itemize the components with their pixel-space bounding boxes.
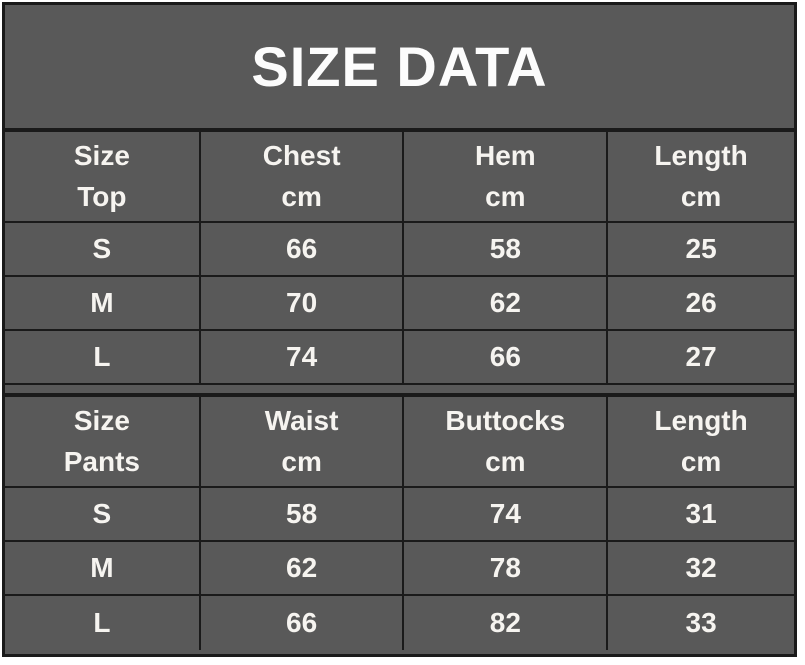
header-line: cm (281, 445, 322, 477)
value-cell: 62 (402, 277, 606, 329)
value-cell: 58 (198, 488, 403, 540)
value-cell: 32 (606, 542, 794, 594)
value-cell: 62 (198, 542, 403, 594)
pants-header-row: Size Pants Waist cm Buttocks cm Length c… (5, 397, 794, 488)
size-cell: L (93, 340, 111, 372)
value-cell: 58 (402, 223, 606, 275)
header-line: cm (485, 445, 526, 477)
table-row: S 66 58 25 (5, 223, 794, 277)
table-row: M 62 78 32 (5, 542, 794, 596)
header-line: Hem (474, 139, 536, 171)
table-row: L 66 82 33 (5, 596, 794, 650)
value-cell: 33 (606, 596, 794, 650)
value-cell: 66 (402, 331, 606, 383)
header-line: Size (73, 404, 130, 436)
header-line: Pants (63, 445, 140, 477)
table-row: L 74 66 27 (5, 331, 794, 385)
column-header-size-top: Size Top (5, 132, 199, 221)
value-cell: 78 (402, 542, 606, 594)
size-cell: S (92, 232, 112, 264)
size-cell: S (92, 497, 112, 529)
header-line: cm (680, 180, 722, 212)
value-cell: 25 (606, 223, 794, 275)
table-title: SIZE DATA (5, 5, 794, 132)
column-header-length-top: Length cm (606, 132, 794, 221)
size-data-table: SIZE DATA Size Top Chest cm Hem cm Lengt… (2, 2, 797, 657)
column-header-hem: Hem cm (402, 132, 606, 221)
header-line: Buttocks (445, 404, 566, 436)
column-header-chest: Chest cm (198, 132, 403, 221)
header-line: cm (281, 180, 322, 212)
value-cell: 74 (402, 488, 606, 540)
size-cell: L (93, 606, 111, 638)
table-row: M 70 62 26 (5, 277, 794, 331)
value-cell: 31 (606, 488, 794, 540)
value-cell: 26 (606, 277, 794, 329)
value-cell: 82 (402, 596, 606, 650)
value-cell: 70 (198, 277, 403, 329)
header-line: cm (680, 445, 722, 477)
column-header-length-pants: Length cm (606, 397, 794, 486)
header-line: Waist (264, 404, 339, 436)
table-row: S 58 74 31 (5, 488, 794, 542)
size-cell: M (90, 286, 114, 318)
header-line: Chest (262, 139, 341, 171)
header-line: Length (654, 139, 748, 171)
header-line: cm (485, 180, 526, 212)
column-header-waist: Waist cm (198, 397, 403, 486)
header-line: Length (654, 404, 748, 436)
column-header-size-pants: Size Pants (5, 397, 199, 486)
size-cell: M (90, 551, 114, 583)
header-line: Top (77, 180, 127, 212)
value-cell: 66 (198, 223, 403, 275)
value-cell: 27 (606, 331, 794, 383)
column-header-buttocks: Buttocks cm (402, 397, 606, 486)
top-header-row: Size Top Chest cm Hem cm Length cm (5, 132, 794, 223)
header-line: Size (73, 139, 130, 171)
value-cell: 66 (198, 596, 403, 650)
section-divider (5, 385, 794, 397)
value-cell: 74 (198, 331, 403, 383)
